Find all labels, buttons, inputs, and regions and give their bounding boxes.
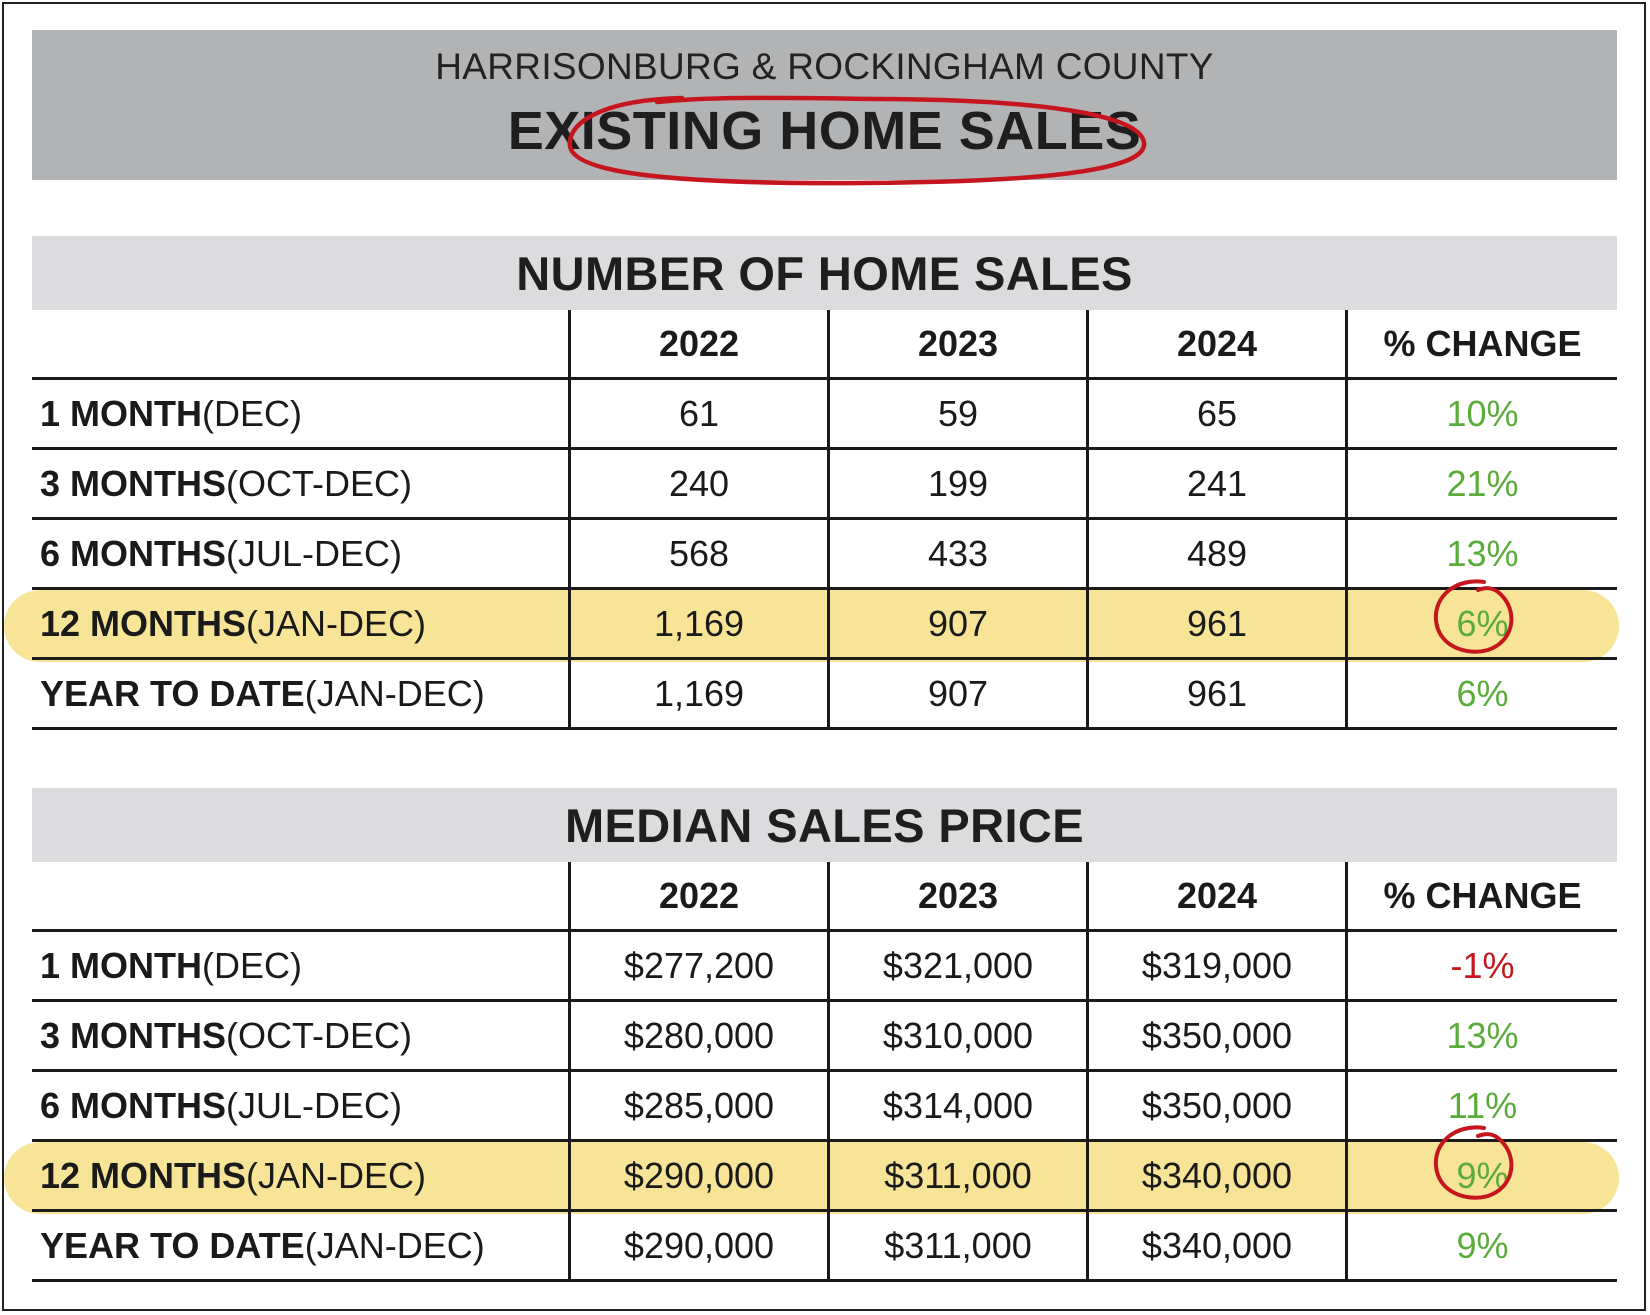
sales-header-row: 2022 2023 2024 % CHANGE [32,310,1617,380]
table-row: 3 MONTHS (OCT-DEC) 240 199 241 21% [32,450,1617,520]
table-row: 6 MONTHS (JUL-DEC) $285,000 $314,000 $35… [32,1072,1617,1142]
value-2023: 907 [827,660,1086,727]
table-row: 1 MONTH (DEC) 61 59 65 10% [32,380,1617,450]
value-change: 13% [1345,520,1617,587]
table-row: 3 MONTHS (OCT-DEC) $280,000 $310,000 $35… [32,1002,1617,1072]
value-2022: $277,200 [568,932,827,999]
col-2024: 2024 [1086,310,1345,377]
value-2023: $310,000 [827,1002,1086,1069]
sales-section: NUMBER OF HOME SALES 2022 2023 2024 % CH… [4,236,1619,730]
value-change: 13% [1345,1002,1617,1069]
value-change: 6% [1345,590,1617,657]
row-label: 6 MONTHS (JUL-DEC) [40,1084,403,1126]
value-change: 10% [1345,380,1617,447]
header-title: EXISTING HOME SALES [507,101,1142,161]
table-row-highlighted: 12 MONTHS (JAN-DEC) 1,169 907 961 6% [32,590,1617,660]
value-2022: $280,000 [568,1002,827,1069]
value-2024: 65 [1086,380,1345,447]
change-annotation-circle [1433,579,1514,654]
col-2022: 2022 [568,310,827,377]
table-row: 1 MONTH (DEC) $277,200 $321,000 $319,000… [32,932,1617,1002]
row-label: 3 MONTHS (OCT-DEC) [40,1014,412,1056]
value-2022: 1,169 [568,660,827,727]
col-2023: 2023 [827,862,1086,929]
row-label: 3 MONTHS (OCT-DEC) [40,462,412,504]
header-empty [32,310,568,377]
highlight-12-months-sales [4,590,1619,662]
row-label: 1 MONTH (DEC) [40,944,302,986]
table-row: YEAR TO DATE (JAN-DEC) $290,000 $311,000… [32,1212,1617,1282]
value-2024: 489 [1086,520,1345,587]
header-band: HARRISONBURG & ROCKINGHAM COUNTY EXISTIN… [32,30,1617,186]
col-change: % CHANGE [1345,310,1617,377]
value-2023: 907 [827,590,1086,657]
value-2022: $285,000 [568,1072,827,1139]
value-2024: $350,000 [1086,1002,1345,1069]
value-2023: $321,000 [827,932,1086,999]
value-2024: $350,000 [1086,1072,1345,1139]
table-row: 6 MONTHS (JUL-DEC) 568 433 489 13% [32,520,1617,590]
value-change: 9% [1345,1212,1617,1279]
value-2022: $290,000 [568,1142,827,1209]
value-2024: 961 [1086,660,1345,727]
value-2024: $340,000 [1086,1212,1345,1279]
value-change: 11% [1345,1072,1617,1139]
value-2023: 433 [827,520,1086,587]
row-label: 12 MONTHS (JAN-DEC) [40,602,427,644]
col-2024: 2024 [1086,862,1345,929]
value-2024: $340,000 [1086,1142,1345,1209]
price-table: 2022 2023 2024 % CHANGE 1 MONTH (DEC) $2… [4,862,1619,1282]
row-label: 6 MONTHS (JUL-DEC) [40,532,403,574]
price-section: MEDIAN SALES PRICE 2022 2023 2024 % CHAN… [4,788,1619,1282]
value-2023: $311,000 [827,1212,1086,1279]
col-change: % CHANGE [1345,862,1617,929]
value-2024: 961 [1086,590,1345,657]
sales-table: 2022 2023 2024 % CHANGE 1 MONTH (DEC) 61… [4,310,1619,730]
value-2022: 1,169 [568,590,827,657]
value-2022: 568 [568,520,827,587]
value-2023: 59 [827,380,1086,447]
value-change: -1% [1345,932,1617,999]
value-2024: $319,000 [1086,932,1345,999]
header-subtitle: HARRISONBURG & ROCKINGHAM COUNTY [435,46,1214,87]
sales-section-title: NUMBER OF HOME SALES [32,236,1617,310]
value-2022: $290,000 [568,1212,827,1279]
value-2023: 199 [827,450,1086,517]
row-label: 1 MONTH (DEC) [40,392,302,434]
table-row: YEAR TO DATE (JAN-DEC) 1,169 907 961 6% [32,660,1617,730]
value-change: 21% [1345,450,1617,517]
price-header-row: 2022 2023 2024 % CHANGE [32,862,1617,932]
row-label: YEAR TO DATE (JAN-DEC) [40,672,485,714]
highlight-12-months-price [4,1142,1619,1214]
value-2023: $311,000 [827,1142,1086,1209]
value-2023: $314,000 [827,1072,1086,1139]
value-2022: 240 [568,450,827,517]
price-section-title: MEDIAN SALES PRICE [32,788,1617,862]
col-2023: 2023 [827,310,1086,377]
value-change: 6% [1345,660,1617,727]
row-label: 12 MONTHS (JAN-DEC) [40,1154,427,1196]
value-2024: 241 [1086,450,1345,517]
title-annotation-circle [567,95,1147,186]
table-row-highlighted: 12 MONTHS (JAN-DEC) $290,000 $311,000 $3… [32,1142,1617,1212]
change-annotation-circle [1433,1125,1514,1200]
col-2022: 2022 [568,862,827,929]
header-empty [32,862,568,929]
value-2022: 61 [568,380,827,447]
row-label: YEAR TO DATE (JAN-DEC) [40,1224,485,1266]
